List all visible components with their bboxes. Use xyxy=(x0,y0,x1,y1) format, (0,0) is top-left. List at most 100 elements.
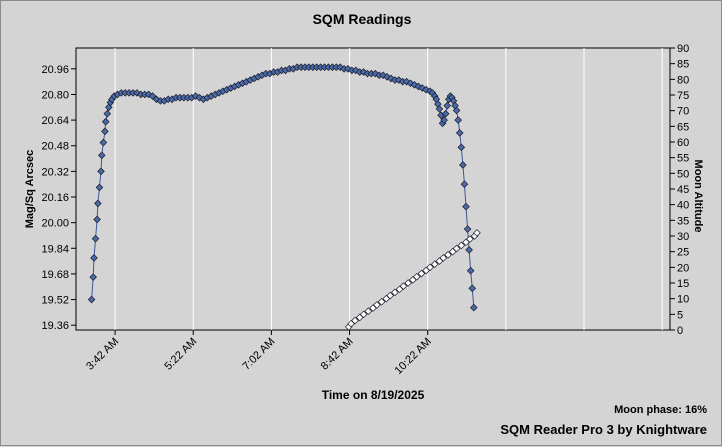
moon-phase-label: Moon phase: 16% xyxy=(614,404,707,416)
moon-point xyxy=(430,260,439,268)
moon-point xyxy=(439,254,448,262)
x-tick-label: 5:22 AM xyxy=(162,336,199,373)
y2-tick-label: 25 xyxy=(677,247,689,259)
y2-tick-label: 5 xyxy=(677,309,683,321)
moon-point xyxy=(377,298,386,306)
y2-tick-label: 75 xyxy=(677,90,689,102)
y-tick-label: 20.64 xyxy=(41,115,69,127)
moon-point xyxy=(364,307,373,315)
y2-tick-label: 20 xyxy=(677,262,689,274)
y2-tick-label: 45 xyxy=(677,184,689,196)
y2-tick-label: 40 xyxy=(677,200,689,212)
y2-tick-label: 50 xyxy=(677,168,689,180)
y-tick-label: 20.32 xyxy=(41,166,69,178)
sqm-series xyxy=(87,63,478,312)
y-tick-label: 20.80 xyxy=(41,89,69,101)
y2-tick-label: 85 xyxy=(677,59,689,71)
sqm-point xyxy=(371,69,380,78)
x-tick-label: 8:42 AM xyxy=(319,336,356,373)
sqm-point xyxy=(460,180,469,188)
sqm-point xyxy=(462,202,470,211)
moon-point xyxy=(391,288,399,297)
y-axis-label: Mag/Sq Arcsec xyxy=(24,150,36,228)
moon-point xyxy=(426,263,434,272)
sqm-point xyxy=(466,266,475,275)
sqm-point xyxy=(93,215,101,224)
y2-tick-label: 15 xyxy=(677,278,689,290)
y-tick-label: 19.52 xyxy=(41,295,69,307)
moon-altitude-series xyxy=(344,229,481,331)
y2-tick-label: 0 xyxy=(677,325,683,337)
sqm-point xyxy=(455,129,464,137)
sqm-point xyxy=(465,246,473,254)
sqm-point xyxy=(414,82,423,91)
y-tick-label: 19.36 xyxy=(41,320,69,332)
sqm-point xyxy=(443,101,452,110)
x-tick-label: 7:02 AM xyxy=(240,336,277,373)
sqm-point xyxy=(457,143,466,152)
y2-tick-label: 35 xyxy=(677,215,689,227)
sqm-point xyxy=(410,81,419,89)
sqm-point xyxy=(435,105,444,113)
sqm-point xyxy=(144,90,153,99)
sqm-point xyxy=(99,138,108,147)
y2-tick-label: 55 xyxy=(677,153,689,165)
sqm-point xyxy=(441,109,450,118)
sqm-point xyxy=(470,303,478,312)
y2-tick-label: 80 xyxy=(677,74,689,86)
sqm-point xyxy=(103,109,112,118)
sqm-point xyxy=(87,295,96,304)
moon-point xyxy=(466,235,474,243)
moon-point xyxy=(399,282,408,290)
y2-tick-label: 10 xyxy=(677,294,689,306)
moon-point xyxy=(386,291,394,300)
time-axis-ticks: 3:42 AM 5:22 AM 7:02 AM 8:42 AM 10:22 AM xyxy=(84,330,434,377)
sqm-point xyxy=(191,92,200,100)
sqm-point xyxy=(89,273,97,281)
chart-title: SQM Readings xyxy=(313,11,412,27)
y2-tick-label: 90 xyxy=(677,43,689,55)
moon-point xyxy=(404,279,412,287)
sqm-point xyxy=(101,117,110,126)
y2-tick-label: 70 xyxy=(677,106,689,118)
sqm-point xyxy=(463,225,472,233)
app-credit: SQM Reader Pro 3 by Knightware xyxy=(500,422,707,437)
x-tick-label: 3:42 AM xyxy=(84,336,121,373)
sqm-point xyxy=(91,234,100,243)
sqm-point xyxy=(95,183,104,192)
y-tick-label: 19.84 xyxy=(41,243,69,255)
sqm-point xyxy=(148,92,157,100)
moon-point xyxy=(417,269,426,278)
moon-point xyxy=(412,272,421,281)
sqm-point xyxy=(336,63,344,72)
y-tick-label: 19.68 xyxy=(41,269,69,281)
sqm-point xyxy=(94,199,102,208)
sqm-point xyxy=(468,284,477,293)
moon-point xyxy=(452,244,461,253)
y-tick-label: 20.48 xyxy=(41,141,69,153)
sqm-point xyxy=(379,71,387,80)
sqm-point xyxy=(90,254,98,262)
moon-point xyxy=(373,301,381,309)
sqm-point xyxy=(402,77,411,86)
sqm-point xyxy=(97,167,105,176)
sqm-point xyxy=(152,95,161,104)
y2-axis-label: Moon Altitude xyxy=(692,160,704,233)
left-axis-ticks: 20.96 20.80 20.64 20.48 20.32 20.16 20.00 19.84… xyxy=(41,64,76,332)
moon-point xyxy=(444,251,452,259)
y-tick-label: 20.96 xyxy=(41,64,69,76)
moon-point xyxy=(473,229,481,237)
moon-point xyxy=(351,316,359,325)
plot-area xyxy=(75,47,671,331)
sqm-point xyxy=(101,127,109,136)
sqm-point xyxy=(406,79,415,88)
sqm-point xyxy=(459,161,467,169)
y2-tick-label: 30 xyxy=(677,231,689,243)
y2-tick-label: 60 xyxy=(677,137,689,149)
sqm-point xyxy=(452,106,461,115)
sqm-point xyxy=(97,151,106,160)
y2-tick-label: 65 xyxy=(677,121,689,133)
